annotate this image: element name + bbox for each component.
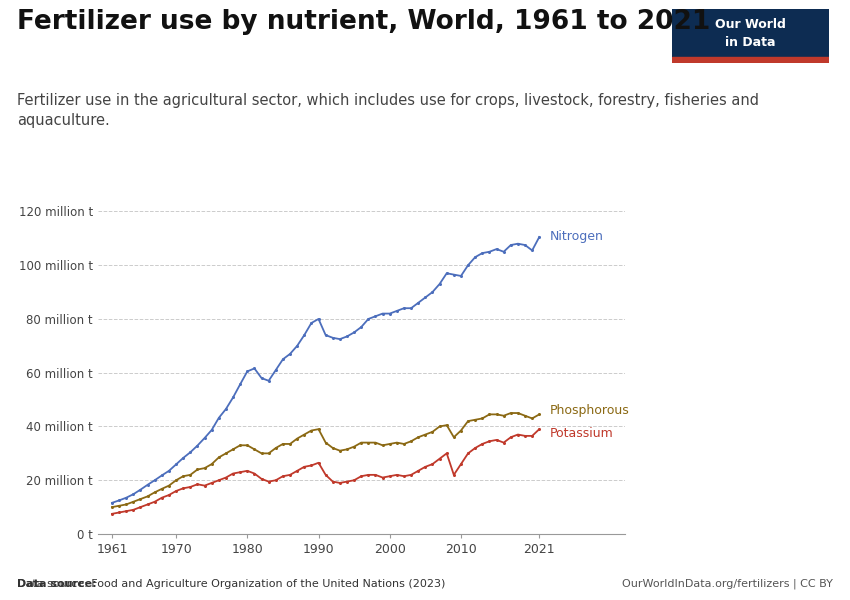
Text: Potassium: Potassium (550, 427, 614, 440)
Text: Nitrogen: Nitrogen (550, 230, 604, 244)
Text: Fertilizer use by nutrient, World, 1961 to 2021: Fertilizer use by nutrient, World, 1961 … (17, 9, 711, 35)
Text: in Data: in Data (725, 36, 775, 49)
Text: OurWorldInData.org/fertilizers | CC BY: OurWorldInData.org/fertilizers | CC BY (622, 578, 833, 589)
Text: Data source:: Data source: (17, 579, 97, 589)
Text: Fertilizer use in the agricultural sector, which includes use for crops, livesto: Fertilizer use in the agricultural secto… (17, 93, 759, 128)
Bar (672, 56, 829, 63)
Text: Phosphorous: Phosphorous (550, 404, 630, 417)
Text: Our World: Our World (715, 17, 785, 31)
Text: Data source: Food and Agriculture Organization of the United Nations (2023): Data source: Food and Agriculture Organi… (17, 579, 445, 589)
